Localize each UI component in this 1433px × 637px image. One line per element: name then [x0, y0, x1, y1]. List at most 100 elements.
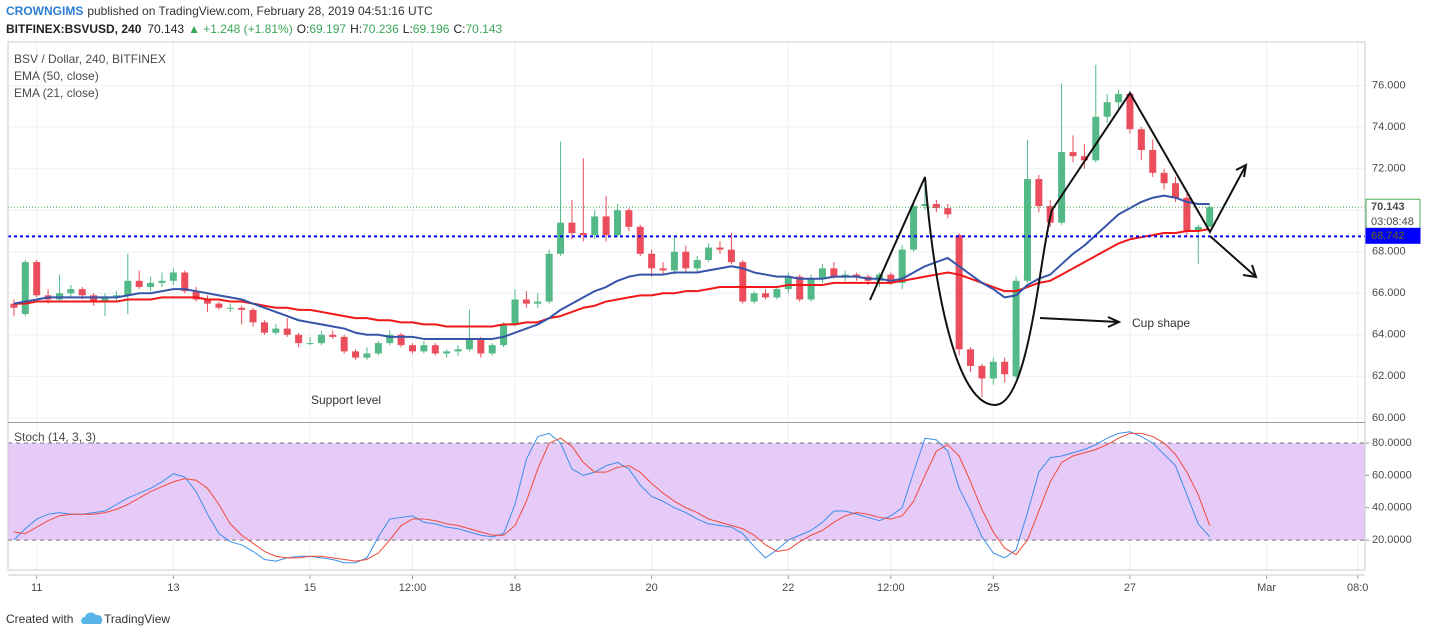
- candle-body: [796, 276, 804, 300]
- candle-body: [431, 345, 439, 354]
- candle-body: [989, 361, 997, 379]
- series-line: [13, 432, 1211, 562]
- candle-body: [591, 216, 599, 236]
- y-tick-label: 60.0000: [1372, 469, 1412, 481]
- candle-body: [238, 307, 246, 310]
- x-tick-label: 13: [167, 582, 179, 594]
- y-tick-label: 66.000: [1372, 287, 1406, 299]
- candle-body: [454, 349, 462, 352]
- candle-body: [602, 216, 610, 236]
- ohlc-value: 69.196: [413, 22, 450, 36]
- band-layer: [8, 442, 1365, 541]
- ohlc-value: 70.236: [362, 22, 399, 36]
- candle-body: [409, 345, 417, 352]
- candle-body: [306, 343, 314, 345]
- y-tick-label: 80.0000: [1372, 437, 1412, 449]
- candle-body: [545, 253, 553, 302]
- ohlc-label: L:: [403, 22, 413, 36]
- marks-layer: [10, 64, 1214, 398]
- candle-body: [352, 351, 360, 358]
- candle-body: [1194, 226, 1202, 231]
- candle-body: [784, 276, 792, 290]
- logo-cloud: [81, 612, 103, 624]
- candle-body: [147, 282, 155, 288]
- series-line: [13, 194, 1210, 340]
- candle-body: [511, 299, 519, 325]
- candle-body: [181, 272, 189, 292]
- ohlc-label: H:: [350, 22, 362, 36]
- x-tick-label: 22: [782, 582, 794, 594]
- candle-body: [534, 301, 542, 304]
- candle-body: [112, 295, 120, 298]
- candle-body: [1183, 197, 1191, 231]
- candle-body: [1080, 156, 1088, 161]
- annotation: Support level: [311, 393, 381, 407]
- candle-body: [750, 293, 758, 302]
- change: ▲ +1.248 (+1.81%): [188, 22, 293, 36]
- candle-body: [260, 322, 268, 333]
- candle-body: [124, 280, 132, 296]
- price-label-box: [1365, 227, 1421, 244]
- candle-body: [1069, 152, 1077, 157]
- candle-body: [204, 299, 212, 304]
- candle-body: [830, 268, 838, 277]
- pane-frame: [7, 41, 1366, 571]
- candle-body: [705, 247, 713, 261]
- ohlc-label: C:: [453, 22, 465, 36]
- arrow-line: [1039, 317, 1119, 323]
- candle-body: [1160, 172, 1168, 184]
- candle-body: [579, 233, 587, 236]
- candle-body: [488, 345, 496, 354]
- price-label: 70.143: [1371, 201, 1405, 213]
- x-tick-label: 12:00: [877, 582, 905, 594]
- arrow-head: [1235, 163, 1248, 178]
- arrow-head: [1242, 264, 1258, 279]
- symbol: BITFINEX:BSVUSD, 240: [6, 22, 142, 36]
- y-tick-label: 40.0000: [1372, 502, 1412, 514]
- symbol-line: BITFINEX:BSVUSD, 240 70.143 ▲ +1.248 (+1.8…: [6, 22, 503, 36]
- candle-body: [443, 351, 451, 354]
- candle-body: [192, 291, 200, 300]
- y-tick-label: 74.000: [1372, 121, 1406, 133]
- candle-body: [1035, 179, 1043, 207]
- lines-layer: [8, 194, 1365, 564]
- candle-body: [317, 334, 325, 344]
- candle-body: [21, 262, 29, 315]
- candle-body: [283, 328, 291, 335]
- candle-body: [1206, 207, 1214, 227]
- ohlc-value: 69.197: [309, 22, 346, 36]
- brand-name[interactable]: TradingView: [104, 612, 170, 626]
- candle-body: [613, 210, 621, 236]
- candle-body: [169, 272, 177, 281]
- candle-body: [10, 303, 18, 308]
- candle-body: [716, 247, 724, 250]
- author[interactable]: CROWNGIMS: [6, 4, 83, 18]
- candle-body: [226, 307, 234, 309]
- candle-body: [967, 349, 975, 366]
- candle-body: [1092, 116, 1100, 161]
- candle-body: [420, 345, 428, 352]
- candle-body: [762, 293, 770, 298]
- candle-body: [55, 293, 63, 300]
- candle-body: [841, 274, 849, 277]
- candle-body: [1023, 179, 1031, 281]
- arrow-line: [1209, 235, 1256, 277]
- candle-body: [773, 289, 781, 298]
- candle-body: [932, 203, 940, 209]
- candle-body: [340, 336, 348, 352]
- candle-body: [67, 289, 75, 294]
- x-tick-label: 11: [31, 582, 42, 594]
- chart-title: Stoch (14, 3, 3): [14, 430, 96, 444]
- candle-body: [1103, 102, 1111, 117]
- band-fill: [8, 443, 1365, 541]
- brand-logo: [81, 612, 103, 624]
- candle-body: [101, 297, 109, 302]
- candle-body: [1058, 152, 1066, 223]
- candle-body: [659, 268, 667, 271]
- published: published on TradingView.com, February 2…: [87, 4, 433, 18]
- candle-body: [910, 206, 918, 250]
- candle-body: [944, 208, 952, 215]
- candle-body: [477, 338, 485, 354]
